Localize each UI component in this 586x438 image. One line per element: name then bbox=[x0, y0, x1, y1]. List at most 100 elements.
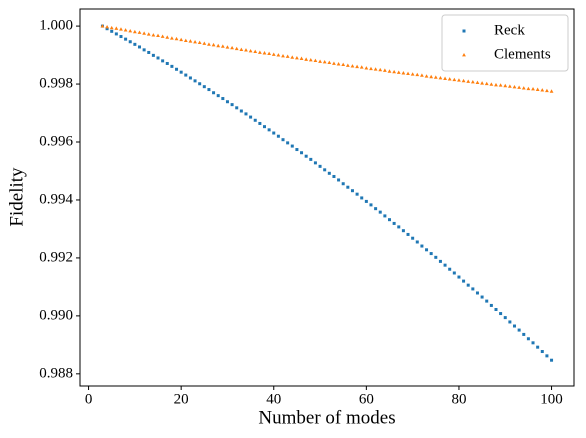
point bbox=[295, 148, 299, 152]
point bbox=[281, 53, 285, 58]
point bbox=[355, 192, 359, 196]
point bbox=[522, 332, 526, 336]
point bbox=[119, 27, 123, 31]
point bbox=[239, 47, 244, 51]
point bbox=[285, 54, 290, 58]
point bbox=[257, 50, 262, 54]
point bbox=[383, 214, 387, 218]
point bbox=[415, 72, 420, 77]
point bbox=[202, 41, 207, 45]
point bbox=[151, 33, 156, 37]
point bbox=[211, 42, 216, 47]
point bbox=[188, 76, 192, 80]
point bbox=[304, 57, 309, 61]
point bbox=[345, 63, 350, 67]
point bbox=[392, 221, 396, 225]
point bbox=[216, 43, 221, 48]
y-tick-label: 1.000 bbox=[39, 18, 73, 34]
x-tick-label: 0 bbox=[85, 391, 93, 407]
point bbox=[258, 121, 262, 125]
point bbox=[499, 312, 503, 316]
point bbox=[281, 138, 285, 142]
y-tick-label: 0.994 bbox=[39, 191, 73, 207]
x-tick-label: 100 bbox=[540, 391, 563, 407]
point bbox=[137, 30, 142, 34]
point bbox=[230, 103, 234, 107]
point bbox=[221, 97, 225, 101]
point bbox=[346, 185, 350, 189]
point bbox=[161, 59, 165, 63]
point bbox=[332, 174, 336, 178]
point bbox=[512, 84, 517, 89]
x-axis-label: Number of modes bbox=[258, 407, 395, 428]
point bbox=[337, 178, 341, 182]
point bbox=[378, 210, 382, 214]
point bbox=[396, 70, 401, 74]
point bbox=[212, 91, 216, 95]
x-tick-label: 60 bbox=[359, 391, 374, 407]
point bbox=[433, 75, 438, 79]
point bbox=[411, 236, 415, 240]
point bbox=[248, 49, 253, 53]
point bbox=[507, 84, 512, 88]
point bbox=[508, 320, 512, 324]
legend-box bbox=[441, 14, 569, 72]
point bbox=[466, 79, 471, 83]
point bbox=[202, 85, 206, 89]
point bbox=[318, 59, 322, 63]
point bbox=[517, 328, 521, 332]
point bbox=[300, 151, 304, 155]
point bbox=[276, 134, 280, 138]
point bbox=[295, 55, 299, 60]
point bbox=[244, 48, 248, 52]
point bbox=[378, 67, 383, 72]
point bbox=[220, 44, 225, 48]
point bbox=[105, 24, 109, 29]
point bbox=[100, 24, 105, 28]
point bbox=[452, 271, 456, 275]
point bbox=[299, 56, 304, 60]
point bbox=[452, 77, 457, 82]
point bbox=[503, 83, 508, 88]
point bbox=[341, 62, 346, 67]
point bbox=[132, 29, 137, 34]
point bbox=[313, 58, 318, 62]
point bbox=[382, 68, 387, 72]
point bbox=[323, 168, 327, 172]
point bbox=[429, 74, 434, 79]
point bbox=[128, 40, 132, 44]
point bbox=[397, 225, 401, 229]
point bbox=[429, 252, 433, 256]
point bbox=[475, 80, 480, 85]
point bbox=[480, 81, 484, 85]
point bbox=[443, 76, 447, 80]
legend-marker bbox=[462, 53, 466, 57]
point bbox=[545, 354, 549, 358]
point bbox=[462, 279, 466, 283]
point bbox=[332, 61, 336, 65]
point bbox=[183, 38, 188, 42]
point bbox=[406, 232, 410, 236]
point bbox=[466, 283, 470, 287]
point bbox=[415, 240, 419, 244]
point bbox=[531, 341, 535, 345]
x-tick-label: 40 bbox=[266, 391, 281, 407]
point bbox=[549, 89, 554, 93]
point bbox=[540, 88, 545, 92]
point bbox=[309, 157, 313, 161]
point bbox=[434, 255, 438, 259]
point bbox=[350, 189, 354, 193]
point bbox=[521, 86, 526, 90]
point bbox=[503, 316, 507, 320]
point bbox=[109, 25, 114, 30]
y-tick-label: 0.998 bbox=[39, 75, 73, 91]
point bbox=[517, 85, 522, 89]
y-axis-label: Fidelity bbox=[6, 167, 27, 227]
point bbox=[262, 51, 267, 55]
point bbox=[410, 72, 415, 76]
point bbox=[225, 100, 229, 104]
point bbox=[133, 42, 137, 46]
x-tick-label: 20 bbox=[174, 391, 189, 407]
y-tick-label: 0.988 bbox=[39, 365, 73, 381]
